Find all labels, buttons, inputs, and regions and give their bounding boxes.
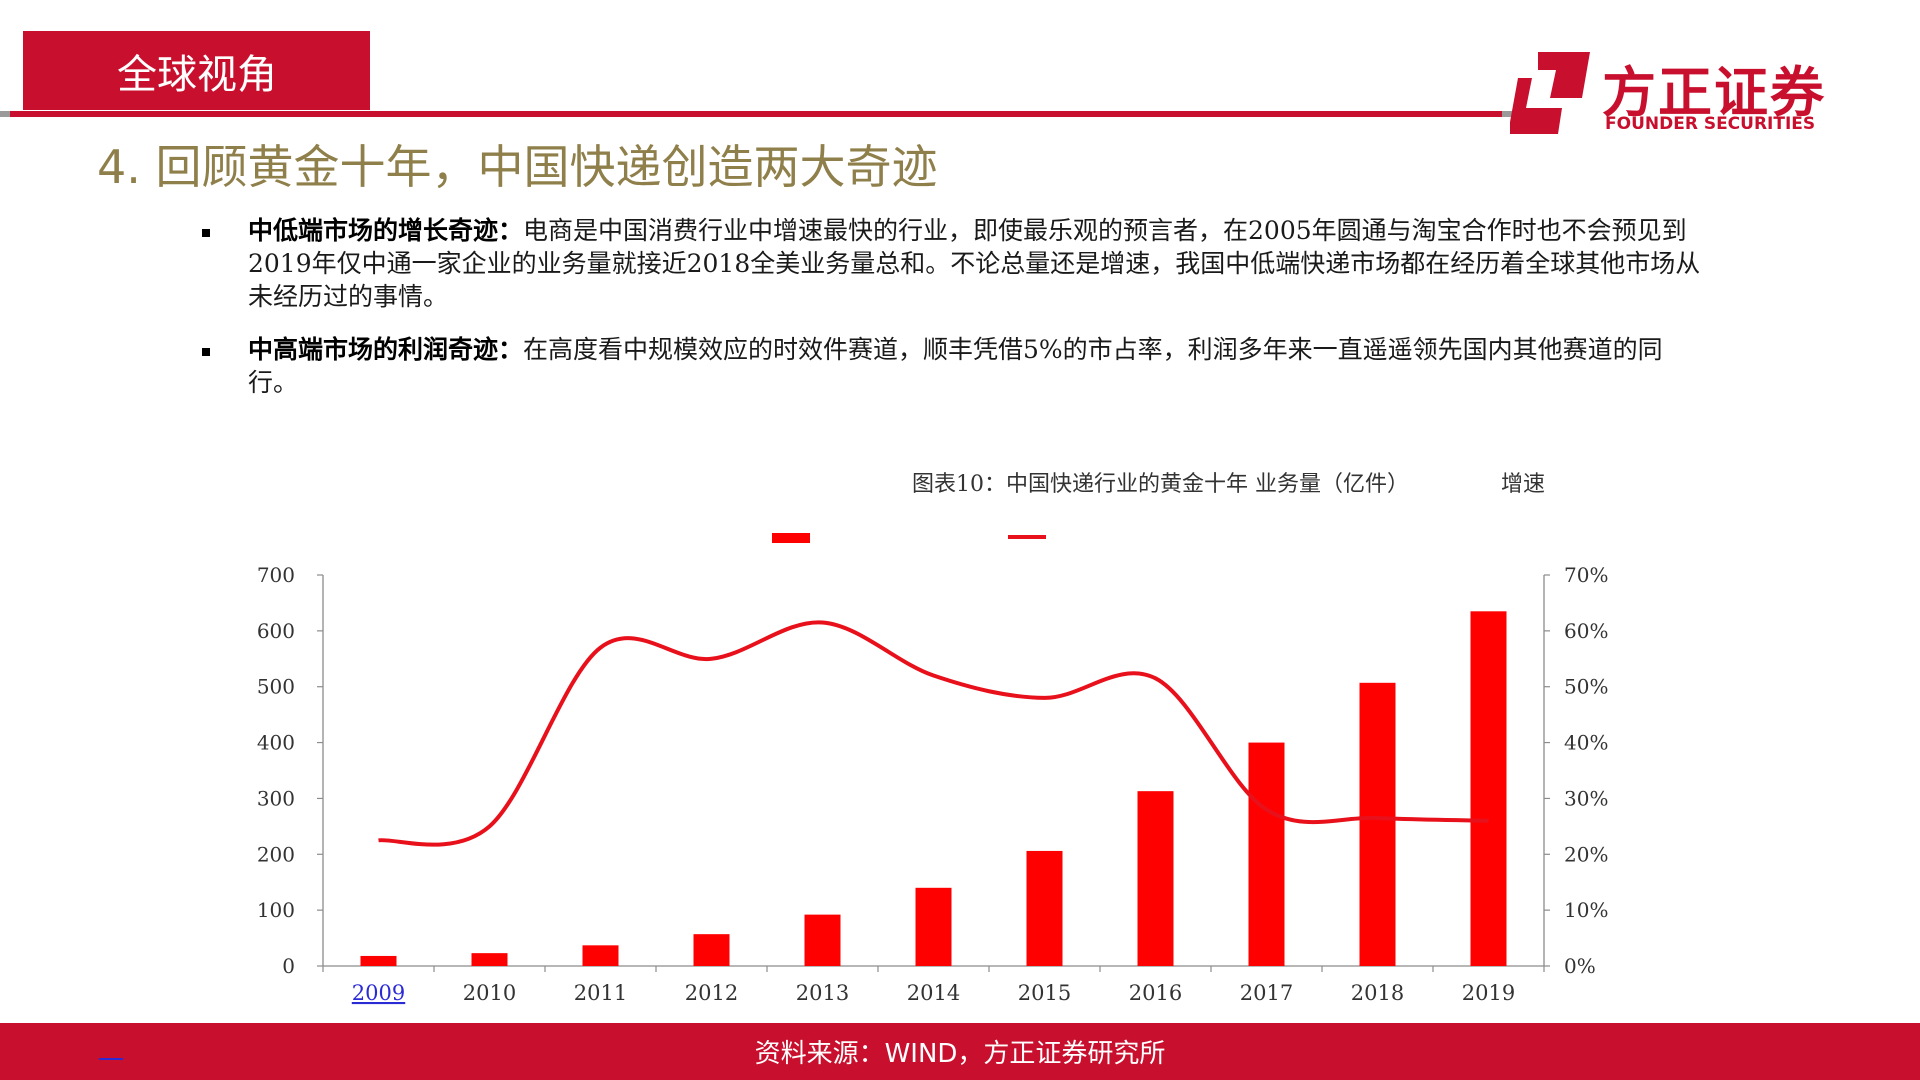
bullet-lead: 中高端市场的利润奇迹：: [248, 335, 524, 364]
line-growth-rate: [378, 620, 1489, 847]
legend-label-growth: 增速: [1501, 472, 1546, 497]
list-item: 中低端市场的增长奇迹：电商是中国消费行业中增速最快的行业，即使最乐观的预言者，在…: [200, 214, 1710, 313]
left-tick-label: 100: [257, 898, 295, 922]
bar-volume: [693, 934, 730, 966]
x-tick-label: 2009: [352, 981, 405, 1005]
bar-volume: [471, 953, 508, 966]
bullet-paragraph: 中低端市场的增长奇迹：电商是中国消费行业中增速最快的行业，即使最乐观的预言者，在…: [248, 214, 1710, 313]
left-tick-label: 400: [257, 731, 295, 755]
right-tick-label: 30%: [1564, 786, 1608, 810]
left-tick-label: 200: [257, 842, 295, 866]
bullet-paragraph: 中高端市场的利润奇迹：在高度看中规模效应的时效件赛道，顺丰凭借5%的市占率，利润…: [248, 333, 1710, 399]
left-tick-label: 0: [282, 954, 295, 978]
legend-label-volume: 业务量（亿件）: [1255, 472, 1410, 497]
footer-bar: 资料来源：WIND，方正证券研究所: [0, 1023, 1920, 1080]
right-tick-label: 20%: [1564, 842, 1608, 866]
left-tick-label: 300: [257, 786, 295, 810]
left-tick-label: 700: [257, 563, 295, 587]
page-title: 4. 回顾黄金十年，中国快递创造两大奇迹: [97, 140, 938, 194]
bullet-square-icon: [202, 348, 210, 356]
x-tick-label: 2018: [1351, 981, 1404, 1005]
section-tag-label: 全球视角: [117, 51, 277, 98]
x-tick-label: 2012: [685, 981, 738, 1005]
bar-volume: [1026, 850, 1063, 966]
bar-volume: [915, 887, 952, 966]
x-tick-label: 2010: [463, 981, 516, 1005]
left-tick-label: 600: [257, 619, 295, 643]
left-tick-label: 500: [257, 675, 295, 699]
bullet-list: 中低端市场的增长奇迹：电商是中国消费行业中增速最快的行业，即使最乐观的预言者，在…: [200, 214, 1710, 419]
list-item: 中高端市场的利润奇迹：在高度看中规模效应的时效件赛道，顺丰凭借5%的市占率，利润…: [200, 333, 1710, 399]
founder-logo-icon: [1510, 52, 1590, 134]
bar-volume: [804, 914, 841, 966]
right-tick-label: 0%: [1564, 954, 1596, 978]
right-tick-label: 10%: [1564, 898, 1608, 922]
x-tick-label: 2017: [1240, 981, 1293, 1005]
bullet-body: 电商是中国消费行业中增速最快的行业，即使最乐观的预言者，在2005年圆通与淘宝合…: [248, 216, 1701, 311]
bar-volume: [1359, 682, 1396, 966]
logo-chinese-name: 方正证券: [1602, 61, 1826, 124]
x-tick-label: 2016: [1129, 981, 1182, 1005]
x-tick-label: 2011: [574, 981, 627, 1005]
right-tick-label: 70%: [1564, 563, 1608, 587]
bullet-lead: 中低端市场的增长奇迹：: [248, 216, 524, 245]
logo-english-name: FOUNDER SECURITIES: [1605, 114, 1816, 134]
x-tick-label: 2013: [796, 981, 849, 1005]
right-tick-label: 40%: [1564, 731, 1608, 755]
x-tick-label: 2014: [907, 981, 960, 1005]
section-tag: 全球视角: [23, 31, 370, 110]
bar-volume: [1470, 611, 1507, 966]
bar-volume: [582, 945, 619, 966]
bar-volume: [1137, 791, 1174, 966]
bullet-body: 在高度看中规模效应的时效件赛道，顺丰凭借5%的市占率，利润多年来一直遥遥领先国内…: [248, 335, 1663, 397]
bar-volume: [1248, 742, 1285, 966]
right-tick-label: 60%: [1564, 619, 1608, 643]
legend-swatch-volume: [772, 533, 810, 543]
right-tick-label: 50%: [1564, 675, 1608, 699]
bullet-square-icon: [202, 229, 210, 237]
footer-link-mark: [99, 1058, 123, 1060]
source-note: 资料来源：WIND，方正证券研究所: [754, 1039, 1166, 1069]
chart-title-text: 图表10：中国快递行业的黄金十年: [912, 472, 1248, 497]
header-rule: [0, 111, 1512, 117]
x-tick-label: 2015: [1018, 981, 1071, 1005]
bar-volume: [360, 955, 397, 966]
x-tick-label: 2019: [1462, 981, 1515, 1005]
company-logo: 方正证券 FOUNDER SECURITIES: [1510, 52, 1830, 134]
chart-title: 图表10：中国快递行业的黄金十年 业务量（亿件） 增速: [912, 466, 1545, 498]
